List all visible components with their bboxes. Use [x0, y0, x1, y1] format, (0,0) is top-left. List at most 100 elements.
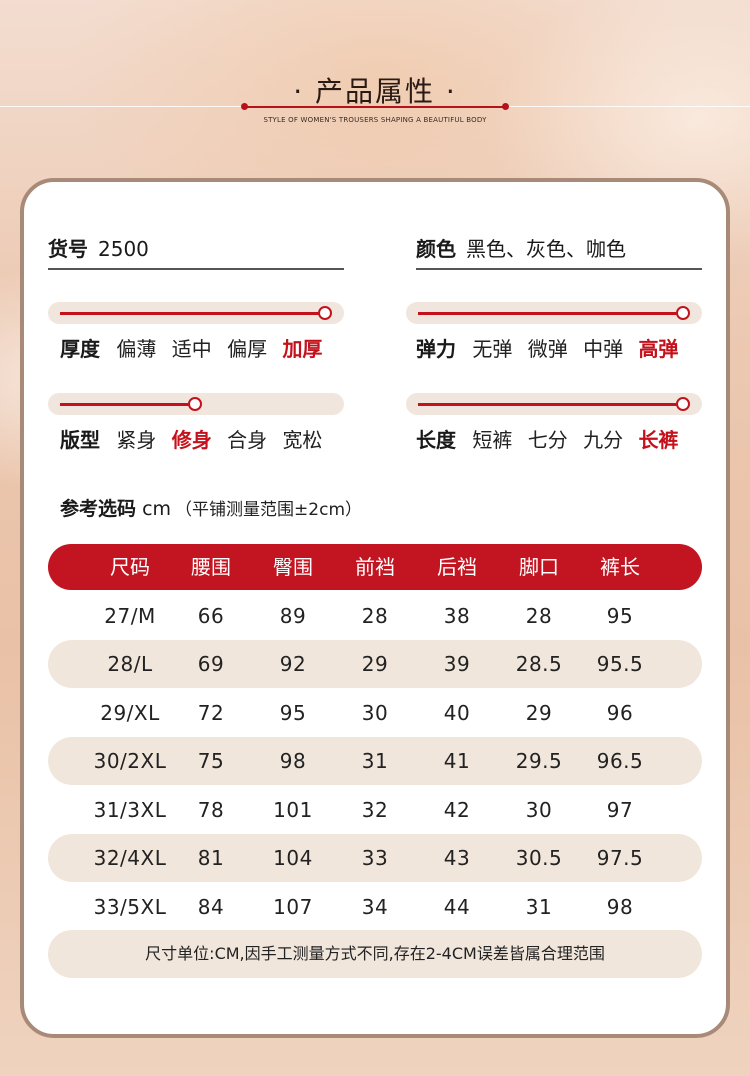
elasticity-label: 弹力 [416, 337, 456, 361]
header-accent-line-left [245, 106, 385, 108]
table-cell: 29 [361, 652, 389, 676]
fit-slider-knob [188, 397, 202, 411]
table-cell: 40 [443, 701, 471, 725]
column-header: 裤长 [600, 555, 640, 579]
table-cell: 42 [443, 798, 471, 822]
header-dot-right [502, 103, 509, 110]
header: · 产品属性 · STYLE OF WOMEN'S TROUSERS SHAPI… [0, 0, 750, 140]
length-option: 长裤 [638, 428, 679, 452]
table-cell: 27/M [104, 604, 156, 628]
thickness-option: 偏厚 [227, 337, 268, 361]
length-label: 长度 [416, 428, 456, 452]
size-reference-heading: 参考选码 cm （平铺测量范围±2cm） [60, 494, 362, 521]
table-row: 28/L 69 92 29 39 28.5 95.5 [48, 640, 702, 688]
table-cell: 33/5XL [93, 895, 167, 919]
fit-slider [48, 393, 344, 415]
table-cell: 32/4XL [93, 846, 167, 870]
thickness-option: 偏薄 [116, 337, 157, 361]
thickness-slider-fill [60, 312, 320, 315]
fit-label: 版型 [60, 428, 100, 452]
elasticity-option: 中弹 [583, 337, 624, 361]
thickness-options: 厚度 偏薄 适中 偏厚 加厚 [60, 333, 331, 362]
table-cell: 72 [197, 701, 225, 725]
table-cell: 29/XL [100, 701, 160, 725]
table-cell: 39 [443, 652, 471, 676]
table-row: 33/5XL 84 107 34 44 31 98 [48, 883, 702, 931]
table-cell: 98 [606, 895, 634, 919]
column-header: 后裆 [437, 555, 477, 579]
table-cell: 84 [197, 895, 225, 919]
table-cell: 29.5 [515, 749, 563, 773]
fit-option: 合身 [227, 428, 268, 452]
table-cell: 28 [525, 604, 553, 628]
table-cell: 81 [197, 846, 225, 870]
table-cell: 34 [361, 895, 389, 919]
elasticity-slider [406, 302, 702, 324]
item-number-field: 货号 2500 [48, 234, 344, 270]
size-reference-unit: cm [142, 498, 172, 520]
table-row: 27/M 66 89 28 38 28 95 [48, 592, 702, 640]
table-cell: 98 [279, 749, 307, 773]
header-dot-left [241, 103, 248, 110]
header-accent-line-right [365, 106, 505, 108]
page-subtitle: STYLE OF WOMEN'S TROUSERS SHAPING A BEAU… [263, 116, 487, 124]
table-cell: 69 [197, 652, 225, 676]
table-cell: 38 [443, 604, 471, 628]
table-row: 31/3XL 78 101 32 42 30 97 [48, 786, 702, 834]
table-cell: 95.5 [596, 652, 644, 676]
table-cell: 104 [273, 846, 313, 870]
color-label: 颜色 [416, 237, 456, 261]
thickness-option: 适中 [171, 337, 212, 361]
elasticity-option: 无弹 [472, 337, 513, 361]
table-cell: 107 [273, 895, 313, 919]
table-cell: 89 [279, 604, 307, 628]
thickness-label: 厚度 [60, 337, 100, 361]
table-row: 32/4XL 81 104 33 43 30.5 97.5 [48, 834, 702, 882]
item-number-value: 2500 [98, 237, 149, 261]
table-cell: 29 [525, 701, 553, 725]
length-slider [406, 393, 702, 415]
size-reference-note: （平铺测量范围±2cm） [175, 500, 362, 520]
elasticity-option: 微弹 [527, 337, 568, 361]
elasticity-option: 高弹 [638, 337, 679, 361]
table-cell: 78 [197, 798, 225, 822]
color-value: 黑色、灰色、咖色 [466, 237, 626, 261]
table-cell: 30 [525, 798, 553, 822]
table-cell: 28.5 [515, 652, 563, 676]
table-cell: 101 [273, 798, 313, 822]
table-cell: 95 [606, 604, 634, 628]
column-header: 臀围 [273, 555, 313, 579]
table-cell: 96.5 [596, 749, 644, 773]
table-cell: 30 [361, 701, 389, 725]
header-rule-left [0, 106, 245, 107]
length-options: 长度 短裤 七分 九分 长裤 [416, 424, 687, 453]
column-header: 前裆 [355, 555, 395, 579]
length-slider-fill [418, 403, 678, 406]
fit-option: 修身 [171, 428, 212, 452]
table-cell: 97.5 [596, 846, 644, 870]
table-cell: 33 [361, 846, 389, 870]
length-option: 短裤 [472, 428, 513, 452]
table-cell: 92 [279, 652, 307, 676]
table-cell: 31 [525, 895, 553, 919]
table-row: 30/2XL 75 98 31 41 29.5 96.5 [48, 737, 702, 785]
color-field: 颜色 黑色、灰色、咖色 [416, 234, 702, 270]
column-header: 尺码 [110, 555, 150, 579]
length-option: 九分 [583, 428, 624, 452]
length-option: 七分 [527, 428, 568, 452]
column-header: 脚口 [519, 555, 559, 579]
table-cell: 43 [443, 846, 471, 870]
item-number-label: 货号 [48, 237, 88, 261]
fit-slider-fill [60, 403, 190, 406]
fit-option: 紧身 [116, 428, 157, 452]
table-cell: 95 [279, 701, 307, 725]
fit-options: 版型 紧身 修身 合身 宽松 [60, 424, 331, 453]
thickness-slider [48, 302, 344, 324]
table-cell: 96 [606, 701, 634, 725]
size-table-header: 尺码 腰围 臀围 前裆 后裆 脚口 裤长 [48, 544, 702, 590]
table-cell: 31/3XL [93, 798, 167, 822]
measurement-footnote: 尺寸单位:CM,因手工测量方式不同,存在2-4CM误差皆属合理范围 [48, 930, 702, 978]
table-cell: 30/2XL [93, 749, 167, 773]
table-cell: 28 [361, 604, 389, 628]
table-cell: 66 [197, 604, 225, 628]
